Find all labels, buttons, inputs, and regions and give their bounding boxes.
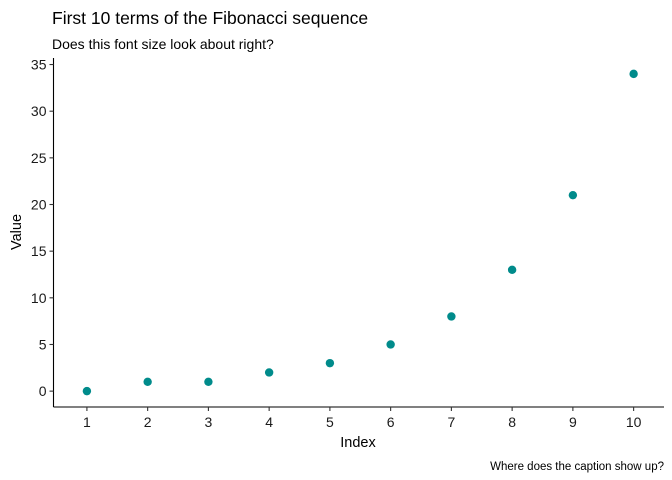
data-point (629, 69, 638, 79)
x-tick-label: 6 (387, 414, 395, 430)
x-axis-title: Index (340, 435, 376, 451)
data-point (447, 312, 456, 321)
y-tick-label: 10 (31, 290, 47, 306)
y-tick-label: 15 (31, 243, 47, 259)
data-point (143, 377, 152, 387)
data-point (204, 377, 213, 387)
y-tick-label: 35 (31, 57, 47, 73)
data-point (568, 190, 578, 200)
x-tick-label: 8 (508, 414, 516, 430)
y-axis-ticks: 0 5 10 15 20 25 30 35 (31, 57, 54, 399)
data-point (325, 358, 335, 368)
chart-subtitle: Does this font size look about right? (52, 36, 274, 52)
chart-title: First 10 terms of the Fibonacci sequence (52, 8, 368, 28)
x-tick-label: 9 (569, 414, 577, 430)
data-point (507, 265, 517, 275)
y-tick-label: 25 (31, 150, 47, 166)
y-axis-title: Value (9, 214, 25, 250)
y-tick-label: 5 (39, 336, 47, 352)
data-point (264, 368, 274, 377)
x-tick-label: 3 (205, 414, 213, 430)
y-tick-label: 30 (31, 103, 47, 119)
x-axis-ticks: 1 2 3 4 5 6 7 8 9 10 (83, 407, 642, 430)
x-tick-label: 10 (626, 414, 642, 430)
x-tick-label: 4 (265, 414, 273, 430)
plot-area: 0 5 10 15 20 25 30 35 1 2 3 4 5 6 7 8 9 10 (31, 57, 664, 430)
data-point (386, 340, 395, 349)
y-tick-label: 20 (31, 197, 47, 213)
data-point (82, 386, 92, 396)
x-tick-label: 5 (326, 414, 334, 430)
x-tick-label: 7 (447, 414, 455, 430)
x-tick-label: 2 (144, 414, 152, 430)
y-tick-label: 0 (39, 383, 47, 399)
x-tick-label: 1 (83, 414, 91, 430)
chart-caption: Where does the caption show up? (490, 461, 664, 473)
data-points (82, 69, 638, 396)
